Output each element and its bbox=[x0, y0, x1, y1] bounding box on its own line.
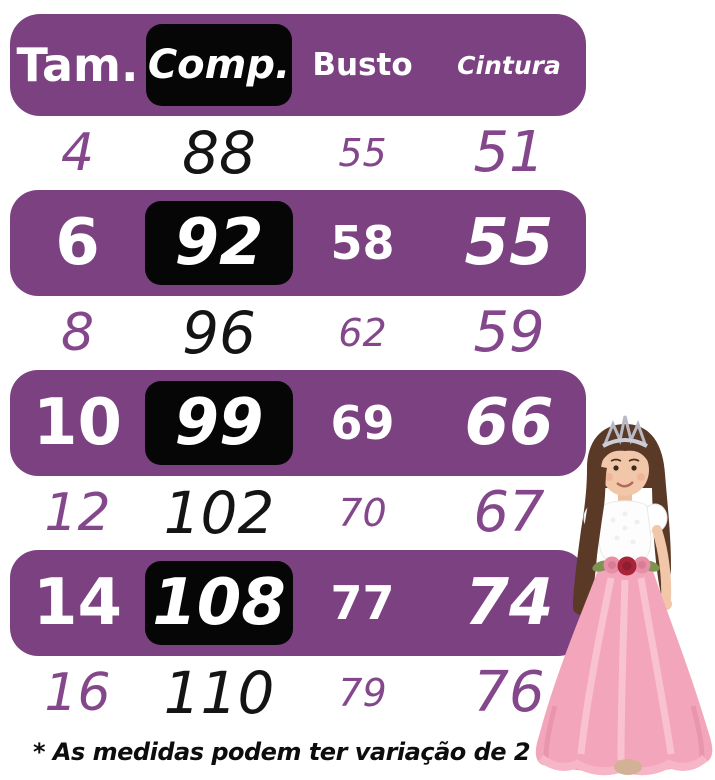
column-header-waist: Cintura bbox=[457, 50, 561, 80]
bust-cell: 62 bbox=[338, 311, 387, 355]
length-cell: 102 bbox=[163, 479, 275, 547]
length-cell: 88 bbox=[182, 119, 256, 187]
column-header-bust: Busto bbox=[312, 46, 413, 83]
table-row-highlighted: 10 99 69 66 bbox=[10, 370, 586, 476]
length-highlight-box: 92 bbox=[145, 201, 293, 285]
waist-cell: 55 bbox=[464, 206, 554, 280]
waist-cell: 76 bbox=[473, 660, 545, 725]
waist-cell: 74 bbox=[464, 566, 554, 640]
bust-cell: 77 bbox=[330, 576, 395, 630]
bust-cell: 79 bbox=[338, 671, 387, 715]
size-table: Tam. Comp. Busto Cintura 4 88 55 51 6 92 bbox=[10, 14, 586, 730]
bust-cell: 58 bbox=[330, 216, 395, 270]
table-row: 16 110 79 76 bbox=[10, 656, 586, 730]
length-highlight-box: 108 bbox=[145, 561, 293, 645]
length-cell: 92 bbox=[174, 206, 264, 280]
size-cell: 10 bbox=[32, 386, 123, 460]
table-header-row: Tam. Comp. Busto Cintura bbox=[10, 14, 586, 116]
girl-in-pink-dress-photo bbox=[535, 415, 713, 776]
length-highlight-box: 99 bbox=[145, 381, 293, 465]
bust-cell: 70 bbox=[338, 491, 387, 535]
column-header-length: Comp. bbox=[147, 42, 291, 88]
size-cell: 6 bbox=[55, 206, 100, 280]
length-cell: 108 bbox=[152, 566, 286, 640]
size-cell: 4 bbox=[60, 123, 95, 183]
table-row-highlighted: 14 108 77 74 bbox=[10, 550, 586, 656]
length-highlight-box: Comp. bbox=[146, 24, 292, 106]
length-cell: 99 bbox=[174, 386, 264, 460]
table-row: 8 96 62 59 bbox=[10, 296, 586, 370]
waist-cell: 51 bbox=[473, 120, 545, 185]
table-row: 4 88 55 51 bbox=[10, 116, 586, 190]
measurement-disclaimer: * As medidas podem ter variação de 2 cm bbox=[33, 738, 577, 766]
size-cell: 8 bbox=[60, 303, 95, 363]
column-header-length-wrap: Comp. bbox=[146, 24, 292, 106]
size-cell: 12 bbox=[44, 483, 111, 543]
table-row: 12 102 70 67 bbox=[10, 476, 586, 550]
size-cell: 14 bbox=[32, 566, 123, 640]
size-cell: 16 bbox=[44, 663, 111, 723]
bust-cell: 55 bbox=[338, 131, 387, 175]
bust-cell: 69 bbox=[330, 396, 395, 450]
length-cell: 96 bbox=[182, 299, 256, 367]
waist-cell: 67 bbox=[473, 480, 545, 545]
column-header-size: Tam. bbox=[16, 38, 139, 92]
table-row-highlighted: 6 92 58 55 bbox=[10, 190, 586, 296]
waist-cell: 66 bbox=[464, 386, 554, 460]
waist-cell: 59 bbox=[473, 300, 545, 365]
length-cell: 110 bbox=[163, 659, 275, 727]
